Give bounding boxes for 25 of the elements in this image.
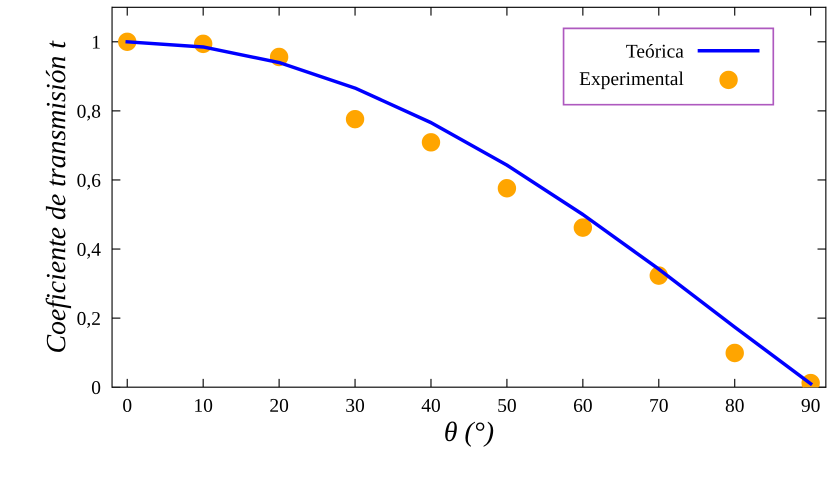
point — [726, 344, 744, 362]
x-tick-label: 10 — [195, 398, 212, 412]
y-tick-label: 1 — [92, 36, 100, 49]
y-axis-title: Coeficiente de transmisión t — [46, 40, 72, 352]
x-tick-label: 40 — [422, 398, 440, 412]
x-tick-label: 60 — [574, 398, 592, 412]
x-tick-label: 70 — [650, 398, 668, 412]
legend-label: Experimental — [580, 72, 684, 90]
y-tick-label: 0,2 — [77, 312, 100, 328]
x-tick-label: 80 — [726, 398, 744, 412]
point — [574, 218, 592, 237]
y-tick-label: 0,8 — [77, 104, 100, 121]
point — [498, 179, 516, 198]
x-axis-title: θ (°) — [445, 422, 494, 447]
x-tick-label: 90 — [802, 398, 820, 412]
y-tick-label: 0,4 — [77, 242, 101, 259]
point — [422, 133, 440, 152]
point — [346, 110, 364, 128]
legend-label: Teórica — [626, 44, 684, 58]
x-tick-label: 20 — [270, 398, 288, 412]
x-tick-label: 30 — [346, 398, 364, 412]
x-tick-label: 0 — [123, 398, 132, 412]
y-tick-label: 0,6 — [77, 174, 100, 190]
x-tick-label: 50 — [498, 398, 516, 412]
y-tick-label: 0 — [92, 381, 100, 394]
